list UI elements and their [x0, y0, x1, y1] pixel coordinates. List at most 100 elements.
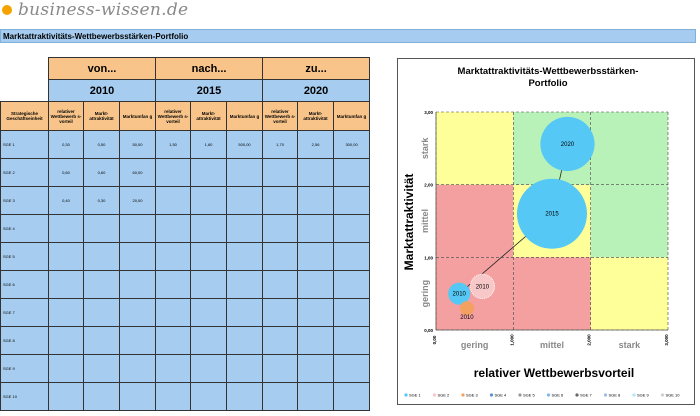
table-cell[interactable] — [262, 242, 299, 271]
table-cell[interactable] — [190, 270, 228, 299]
table-cell[interactable]: 0,60 — [48, 158, 84, 187]
table-cell[interactable] — [262, 382, 299, 411]
table-cell[interactable] — [118, 242, 157, 271]
table-cell[interactable]: 2,56 — [297, 130, 335, 159]
table-cell[interactable]: 0,50 — [83, 130, 120, 159]
table-cell[interactable] — [333, 270, 371, 299]
table-cell[interactable] — [226, 186, 264, 215]
legend-item: SGE 3 — [466, 393, 479, 398]
table-cell[interactable]: 0,60 — [83, 158, 120, 187]
table-cell[interactable] — [155, 214, 192, 243]
table-cell[interactable] — [262, 298, 299, 327]
table-cell[interactable] — [155, 354, 192, 383]
table-cell[interactable] — [262, 186, 299, 215]
table-cell[interactable] — [118, 214, 157, 243]
table-cell[interactable] — [190, 298, 228, 327]
table-cell[interactable] — [333, 354, 371, 383]
table-cell[interactable] — [48, 242, 84, 271]
table-cell[interactable] — [297, 186, 335, 215]
table-cell[interactable] — [297, 354, 335, 383]
table-cell[interactable] — [118, 298, 157, 327]
blank-corner — [0, 57, 49, 80]
table-cell[interactable] — [155, 186, 192, 215]
table-cell[interactable] — [190, 214, 228, 243]
table-cell[interactable] — [190, 326, 228, 355]
table-cell[interactable] — [118, 326, 157, 355]
table-cell[interactable] — [48, 382, 84, 411]
table-cell[interactable] — [297, 158, 335, 187]
table-row: SGE 4 — [0, 214, 371, 243]
period-head: nach... — [155, 57, 264, 80]
table-row: SGE 8 — [0, 326, 371, 355]
table-cell[interactable] — [155, 298, 192, 327]
site-logo[interactable]: business-wissen.de — [0, 0, 188, 20]
table-cell[interactable]: 60,00 — [118, 158, 157, 187]
table-cell[interactable] — [262, 158, 299, 187]
table-cell[interactable]: 1,50 — [155, 130, 192, 159]
table-cell[interactable]: 1,60 — [190, 130, 228, 159]
table-cell[interactable] — [190, 186, 228, 215]
table-cell[interactable] — [226, 326, 264, 355]
table-cell[interactable]: 0,30 — [83, 186, 120, 215]
table-cell[interactable] — [155, 158, 192, 187]
table-cell[interactable] — [190, 158, 228, 187]
table-cell[interactable] — [262, 270, 299, 299]
table-cell[interactable] — [83, 214, 120, 243]
table-cell[interactable] — [262, 326, 299, 355]
table-cell[interactable] — [333, 214, 371, 243]
legend-item: SGE 8 — [609, 393, 622, 398]
table-cell[interactable] — [226, 382, 264, 411]
table-cell[interactable] — [155, 270, 192, 299]
table-cell[interactable] — [333, 242, 371, 271]
table-cell[interactable] — [297, 382, 335, 411]
table-cell[interactable] — [48, 270, 84, 299]
table-cell[interactable]: 1,70 — [262, 130, 299, 159]
table-cell[interactable] — [226, 298, 264, 327]
bubble — [448, 282, 471, 305]
table-cell[interactable] — [118, 270, 157, 299]
table-cell[interactable] — [83, 298, 120, 327]
table-cell[interactable] — [155, 326, 192, 355]
table-cell[interactable] — [190, 382, 228, 411]
table-cell[interactable] — [297, 326, 335, 355]
table-cell[interactable] — [262, 354, 299, 383]
table-cell[interactable] — [226, 354, 264, 383]
table-cell[interactable] — [297, 270, 335, 299]
table-cell[interactable] — [83, 270, 120, 299]
table-cell[interactable]: 20,00 — [118, 186, 157, 215]
table-cell[interactable] — [333, 158, 371, 187]
table-cell[interactable] — [190, 354, 228, 383]
table-cell[interactable] — [155, 242, 192, 271]
table-cell[interactable] — [226, 214, 264, 243]
y-tick-label: 3,00 — [424, 110, 433, 115]
table-cell[interactable]: 0,40 — [48, 186, 84, 215]
table-cell[interactable]: 0,30 — [48, 130, 84, 159]
table-cell[interactable] — [297, 242, 335, 271]
table-cell[interactable] — [155, 382, 192, 411]
table-cell[interactable] — [226, 158, 264, 187]
table-cell[interactable] — [333, 298, 371, 327]
table-cell[interactable] — [333, 326, 371, 355]
table-cell[interactable] — [118, 382, 157, 411]
table-cell[interactable] — [48, 214, 84, 243]
table-cell[interactable] — [190, 242, 228, 271]
table-cell[interactable] — [83, 326, 120, 355]
table-cell[interactable]: 500,00 — [226, 130, 264, 159]
table-cell[interactable] — [83, 354, 120, 383]
legend-item: SGE 6 — [552, 393, 565, 398]
table-cell[interactable] — [226, 242, 264, 271]
table-cell[interactable] — [83, 382, 120, 411]
table-cell[interactable] — [48, 326, 84, 355]
table-cell[interactable]: 300,00 — [333, 130, 371, 159]
table-cell[interactable] — [297, 214, 335, 243]
table-cell[interactable] — [83, 242, 120, 271]
table-cell[interactable] — [333, 382, 371, 411]
table-cell[interactable] — [297, 298, 335, 327]
table-cell[interactable] — [48, 354, 84, 383]
table-cell[interactable] — [262, 214, 299, 243]
table-cell[interactable] — [48, 298, 84, 327]
table-cell[interactable]: 50,00 — [118, 130, 157, 159]
table-cell[interactable] — [226, 270, 264, 299]
table-cell[interactable] — [333, 186, 371, 215]
table-cell[interactable] — [118, 354, 157, 383]
